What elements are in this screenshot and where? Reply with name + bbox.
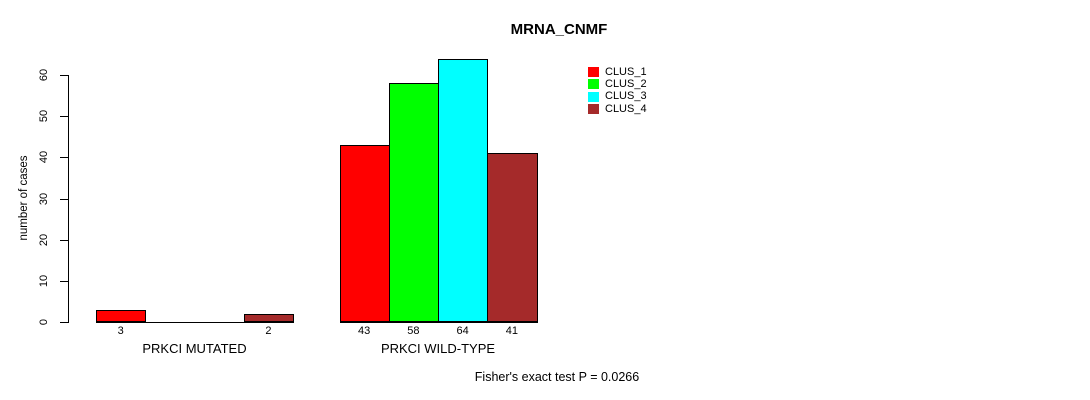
legend-label: CLUS_2 [605, 77, 647, 90]
legend-label: CLUS_4 [605, 102, 647, 115]
annotation-text: Fisher's exact test P = 0.0266 [474, 370, 640, 384]
y-tick [60, 322, 68, 323]
y-axis-line [68, 75, 69, 323]
legend-color-swatch [588, 67, 599, 78]
bar-value-label: 64 [456, 325, 469, 337]
y-tick-label: 10 [38, 274, 50, 287]
group-label: PRKCI MUTATED [142, 341, 247, 356]
group-label: PRKCI WILD-TYPE [380, 341, 496, 356]
bar [388, 83, 439, 322]
y-tick [60, 116, 68, 118]
bar [243, 314, 294, 322]
bar-value-label: 43 [358, 325, 371, 337]
y-tick [60, 75, 68, 76]
bar [96, 310, 147, 322]
group-baseline [96, 322, 294, 323]
y-tick-label: 20 [38, 233, 50, 246]
bar-value-label: 41 [505, 325, 518, 337]
y-tick-label: 30 [38, 192, 50, 205]
bar-value-label: 2 [265, 325, 272, 337]
bar-value-label: 58 [407, 325, 420, 337]
group-baseline [339, 322, 538, 323]
y-tick [60, 239, 68, 241]
y-tick-label: 60 [38, 68, 50, 82]
bar-value-label: 3 [117, 325, 124, 337]
bar [339, 145, 390, 322]
legend-item: CLUS_1 [588, 66, 647, 78]
bar [487, 153, 538, 322]
bar [438, 59, 489, 322]
y-tick-label: 50 [38, 110, 50, 123]
legend-item: CLUS_2 [588, 78, 647, 90]
chart-title: MRNA_CNMF [510, 21, 608, 38]
legend-label: CLUS_3 [605, 90, 647, 103]
y-tick [60, 157, 68, 159]
legend-color-swatch [588, 79, 599, 90]
legend-item: CLUS_3 [588, 91, 647, 103]
legend-item: CLUS_4 [588, 103, 647, 115]
y-tick-label: 0 [38, 318, 50, 326]
legend: CLUS_1 CLUS_2 CLUS_3 CLUS_4 [588, 66, 647, 115]
y-tick-label: 40 [38, 151, 50, 164]
y-tick [60, 198, 68, 200]
legend-label: CLUS_1 [605, 65, 647, 78]
y-tick [60, 280, 68, 282]
legend-color-swatch [588, 104, 599, 115]
legend-color-swatch [588, 91, 599, 102]
